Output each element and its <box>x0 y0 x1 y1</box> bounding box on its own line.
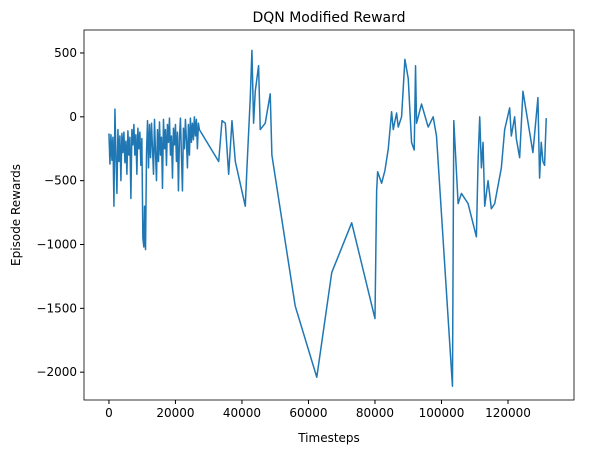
y-axis-label: Episode Rewards <box>9 164 23 266</box>
y-tick-label: 0 <box>69 110 77 124</box>
chart-title: DQN Modified Reward <box>252 10 405 26</box>
data-line <box>108 49 547 387</box>
x-tick-label: 80000 <box>356 406 394 420</box>
x-tick-label: 40000 <box>223 406 261 420</box>
y-tick-label: −2000 <box>36 365 77 379</box>
y-tick-label: −500 <box>44 174 77 188</box>
y-tick-label: −1000 <box>36 237 77 251</box>
y-tick-label: −1500 <box>36 301 77 315</box>
x-tick-label: 20000 <box>156 406 194 420</box>
x-tick-label: 60000 <box>289 406 327 420</box>
x-tick-label: 100000 <box>419 406 465 420</box>
x-tick-label: 120000 <box>485 406 531 420</box>
x-tick-label: 0 <box>105 406 113 420</box>
x-axis-label: Timesteps <box>297 431 360 445</box>
y-tick-label: 500 <box>54 46 77 60</box>
plot-frame <box>83 29 575 401</box>
